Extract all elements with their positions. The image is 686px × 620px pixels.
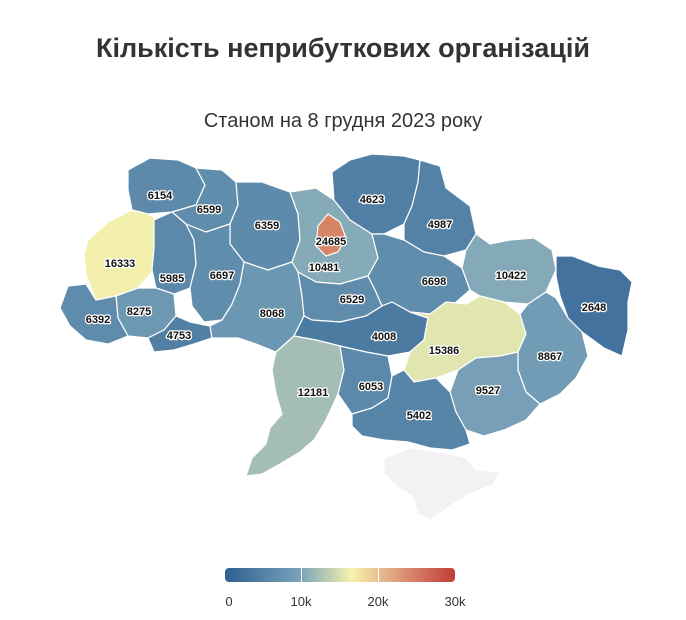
region-luhansk[interactable] — [555, 255, 633, 357]
legend-tick-0: 0 — [225, 594, 233, 609]
value-label-sumy: 4987 — [428, 219, 452, 231]
value-label-kharkiv: 10422 — [496, 270, 527, 282]
region-crimea[interactable] — [383, 447, 501, 521]
value-label-ivano-frankivsk: 8275 — [127, 306, 151, 318]
region-zakarpattia[interactable] — [59, 283, 129, 345]
value-label-kherson: 5402 — [407, 410, 431, 422]
value-label-poltava: 6698 — [422, 276, 446, 288]
region-vinnytsia[interactable] — [209, 261, 305, 353]
region-kharkiv[interactable] — [461, 233, 557, 305]
value-label-cherkasy: 6529 — [340, 294, 364, 306]
value-label-zakarpattia: 6392 — [86, 314, 110, 326]
value-label-chernivtsi: 4753 — [167, 330, 191, 342]
map-subtitle: Станом на 8 грудня 2023 року — [203, 110, 483, 132]
value-label-rivne: 6599 — [197, 204, 221, 216]
value-label-khmelnytskyi: 6697 — [210, 270, 234, 282]
value-label-chernihiv: 4623 — [360, 194, 384, 206]
legend-tick-30k: 30k — [444, 594, 466, 609]
value-label-zhytomyr: 6359 — [255, 220, 279, 232]
region-kherson[interactable] — [351, 369, 471, 451]
value-label-kyiv-oblast: 10481 — [309, 262, 340, 274]
legend-tick-10k: 10k — [290, 594, 312, 609]
value-label-donetsk: 8867 — [538, 351, 562, 363]
legend-separator — [378, 568, 379, 582]
region-kyiv-city[interactable] — [315, 213, 347, 257]
value-label-kirovohrad: 4008 — [372, 331, 396, 343]
value-label-mykolaiv: 6053 — [359, 381, 383, 393]
value-label-odesa: 12181 — [298, 387, 329, 399]
value-label-volyn: 6154 — [148, 190, 173, 202]
region-odesa[interactable] — [245, 335, 345, 477]
value-label-vinnytsia: 8068 — [260, 308, 284, 320]
legend-gradient-bar — [225, 568, 455, 582]
value-label-lviv: 16333 — [105, 258, 136, 270]
value-label-ternopil: 5985 — [160, 273, 184, 285]
value-label-luhansk: 2648 — [582, 302, 606, 314]
color-legend: 0 10k 20k 30k — [225, 568, 465, 609]
map-title: Кількість неприбуткових організацій — [96, 33, 590, 63]
legend-separator — [301, 568, 302, 582]
value-label-dnipropetrovsk: 15386 — [429, 345, 460, 357]
legend-tick-20k: 20k — [367, 594, 389, 609]
value-label-zaporizhzhia: 9527 — [476, 385, 500, 397]
value-label-kyiv-city: 24685 — [316, 236, 347, 248]
